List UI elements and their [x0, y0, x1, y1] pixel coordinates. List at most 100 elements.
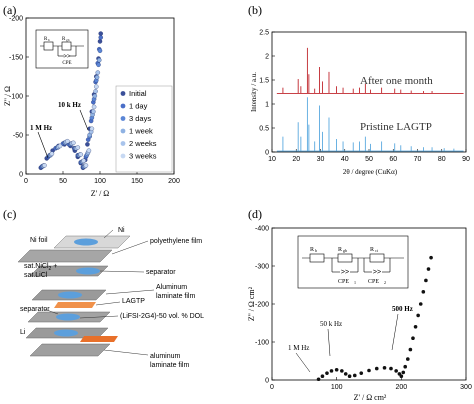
cpe1-symbol: >> — [341, 269, 349, 276]
lagtp-plate — [54, 302, 96, 308]
x-tick-label: 50 — [365, 156, 373, 163]
inset-label-cpe2: CPE — [368, 279, 379, 285]
annotation-arrow — [327, 328, 331, 357]
legend-label: 1 week — [129, 127, 153, 136]
inset-label-cpe: CPE — [62, 61, 71, 66]
panel-a-ticks: 0 50 100 150 200 -200 -150 -100 -50 0 — [9, 16, 180, 186]
panel-b-ylabel: Intensity / a.u. — [250, 72, 258, 112]
panel-label-a: (a) — [3, 3, 16, 17]
data-point — [418, 302, 423, 306]
panel-d-ylabel: Z'' / Ω cm² — [247, 286, 256, 321]
legend-label: Initial — [129, 89, 147, 98]
data-point — [329, 369, 334, 373]
data-point — [347, 374, 352, 379]
label-sat-nicl: sat.NiCl2 + — [24, 263, 57, 272]
y-tick-label: -150 — [9, 55, 23, 62]
panel-b-xlabel: 2θ / degree (CuKα) — [343, 168, 398, 176]
cpe2-symbol: >> — [373, 269, 381, 276]
y-tick-label: -100 — [255, 340, 269, 347]
inset-label-gb: gb — [66, 38, 70, 42]
y-tick-label: 1.5 — [259, 78, 269, 85]
panel-d-inset-circuit: >> >> R b R gb R ct CPE 1 CPE 2 — [297, 235, 409, 289]
separator-disc — [58, 291, 82, 299]
leader-line — [95, 301, 121, 306]
label-aluminum-1: Aluminum — [156, 284, 187, 291]
cpe-symbol: >> — [63, 54, 71, 60]
panel-c-schematic: Ni foil Ni polyethylene film sat.NiCl2 +… — [17, 227, 204, 369]
data-point-3-weeks — [71, 140, 76, 146]
data-point — [320, 374, 325, 379]
x-tick-label: 0 — [24, 178, 28, 185]
annotation-1mhz-a: 1 M Hz — [30, 124, 52, 132]
panel-d-data-points — [316, 255, 433, 382]
legend-label: 3 days — [129, 114, 151, 123]
inset-label-ct: ct — [375, 248, 379, 253]
li-tab — [80, 336, 118, 342]
leader-line — [105, 289, 155, 295]
legend-label: 3 weeks — [129, 152, 157, 161]
y-tick-label: -200 — [255, 302, 269, 309]
legend-marker — [120, 141, 126, 146]
data-point — [426, 267, 431, 271]
inset-label-r3: R — [370, 247, 374, 253]
annotation-arrow — [391, 313, 399, 351]
legend-marker — [120, 128, 126, 134]
leader-line — [79, 315, 119, 319]
resistor-rb — [309, 253, 325, 263]
x-tick-label: 200 — [168, 178, 180, 185]
legend-frame — [115, 85, 173, 173]
x-tick-label: 100 — [331, 384, 343, 391]
legend-label: 2 weeks — [129, 139, 157, 148]
x-tick-label: 150 — [131, 178, 143, 185]
aluminum-laminate-bottom — [29, 343, 111, 357]
y-tick-label: 0 — [19, 172, 23, 179]
data-point-3-weeks — [42, 163, 47, 168]
inset-label-b: b — [48, 38, 50, 42]
data-point-3-weeks — [57, 143, 63, 149]
y-tick-label: -300 — [255, 264, 269, 271]
data-point — [416, 313, 420, 318]
leader-line — [103, 229, 114, 239]
label-separator-1: separator — [146, 269, 176, 276]
label-li: Li — [20, 329, 26, 336]
panel-label-c: (c) — [3, 207, 16, 221]
data-point — [403, 364, 408, 369]
annotation-10khz-a: 10 k Hz — [58, 101, 81, 109]
label-ni-foil: Ni foil — [30, 237, 48, 244]
ni-foil-plate — [17, 249, 113, 263]
y-tick-label: 2.5 — [259, 30, 269, 37]
series-label-after-one-month: After one month — [360, 75, 433, 87]
data-point-3-weeks — [75, 145, 81, 150]
data-point-1-week — [92, 93, 98, 99]
inset-label-cpe2-sub: 2 — [384, 280, 386, 285]
y-tick-label: -400 — [255, 226, 269, 233]
label-polyethylene: polyethylene film — [150, 238, 202, 245]
legend-marker — [120, 103, 126, 109]
y-tick-label: -50 — [13, 133, 23, 140]
annotation-1mhz-d: 1 M Hz — [288, 344, 309, 352]
li-disc — [54, 329, 78, 337]
x-tick-label: 200 — [395, 384, 407, 391]
panel-a-ylabel: Z'' / Ω — [3, 86, 12, 106]
data-point — [408, 347, 413, 352]
x-tick-label: 100 — [94, 178, 106, 185]
legend-marker — [120, 153, 126, 159]
data-point-3-weeks — [49, 151, 55, 156]
data-point — [334, 367, 339, 372]
x-tick-label: 90 — [462, 156, 470, 163]
panel-b-chart: 10 20 30 40 50 60 70 80 90 0 0.5 1 1.5 2 2.5 Intensity… — [250, 30, 470, 177]
data-point — [325, 371, 329, 375]
data-point — [406, 357, 410, 361]
y-tick-label: -100 — [9, 94, 23, 101]
label-sat-licl: sat.LiCl — [24, 272, 48, 279]
label-lagtp: LAGTP — [122, 298, 145, 305]
data-point-3-weeks — [86, 148, 92, 153]
legend-marker — [120, 91, 126, 96]
legend-label: 1 day — [129, 102, 148, 111]
data-point-3-days — [96, 62, 101, 68]
inset-label-gb: gb — [343, 248, 347, 253]
panel-d-ticks: 0 100 200 300 -400 -300 -200 -100 0 — [255, 226, 472, 392]
label-aluminum-2: aluminum — [150, 353, 181, 360]
annotation-arrow — [37, 131, 49, 159]
